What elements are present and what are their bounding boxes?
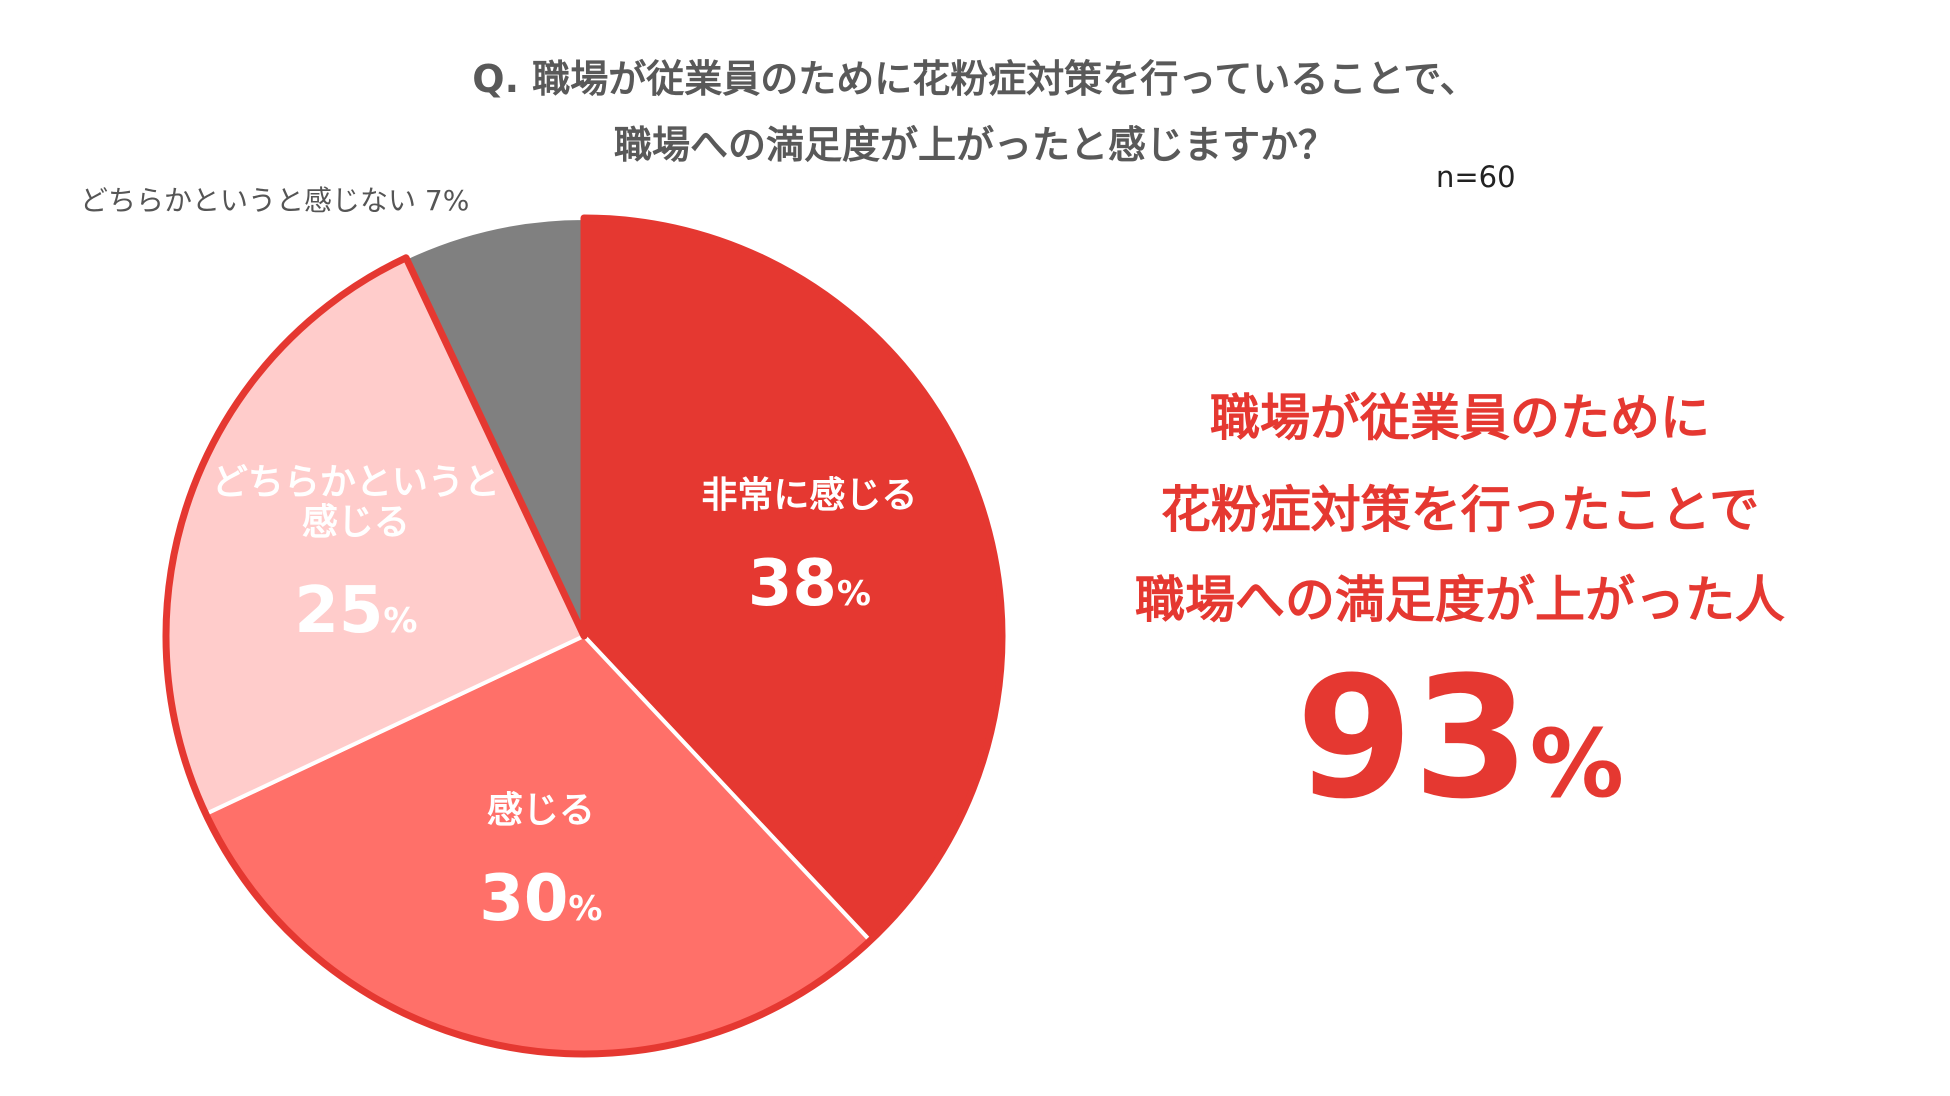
big-stat-value: 93 [1296,640,1530,836]
slice-value-2: 30% [479,862,602,936]
callout-line-3: 職場への満足度が上がった人 [1135,571,1785,629]
slice-label-3-line-2: 感じる [302,502,410,543]
callout-line-1: 職場が従業員のために [1210,389,1710,447]
slice-value-3: 25% [294,574,417,648]
big-stat: 93% [1040,640,1880,836]
big-stat-unit: % [1529,710,1624,819]
slice-value-1: 38% [748,547,871,621]
question-line-2: 職場への満足度が上がったと感じますか？ [613,123,1336,167]
slice-label-1: 非常に感じる [701,475,917,516]
sample-size: n=60 [1436,160,1516,194]
highlight-outline [162,214,1006,1058]
slice-label-4: どちらかというと感じない 7% [80,184,469,217]
slice-label-2: 感じる [487,790,595,831]
slice-label-3-line-1: どちらかというと [212,462,500,503]
callout-line-2: 花粉症対策を行ったことで [1160,481,1760,539]
pie-slice-4 [404,216,586,638]
question-line-1: Q. 職場が従業員のために花粉症対策を行っていることで、 [472,57,1478,101]
